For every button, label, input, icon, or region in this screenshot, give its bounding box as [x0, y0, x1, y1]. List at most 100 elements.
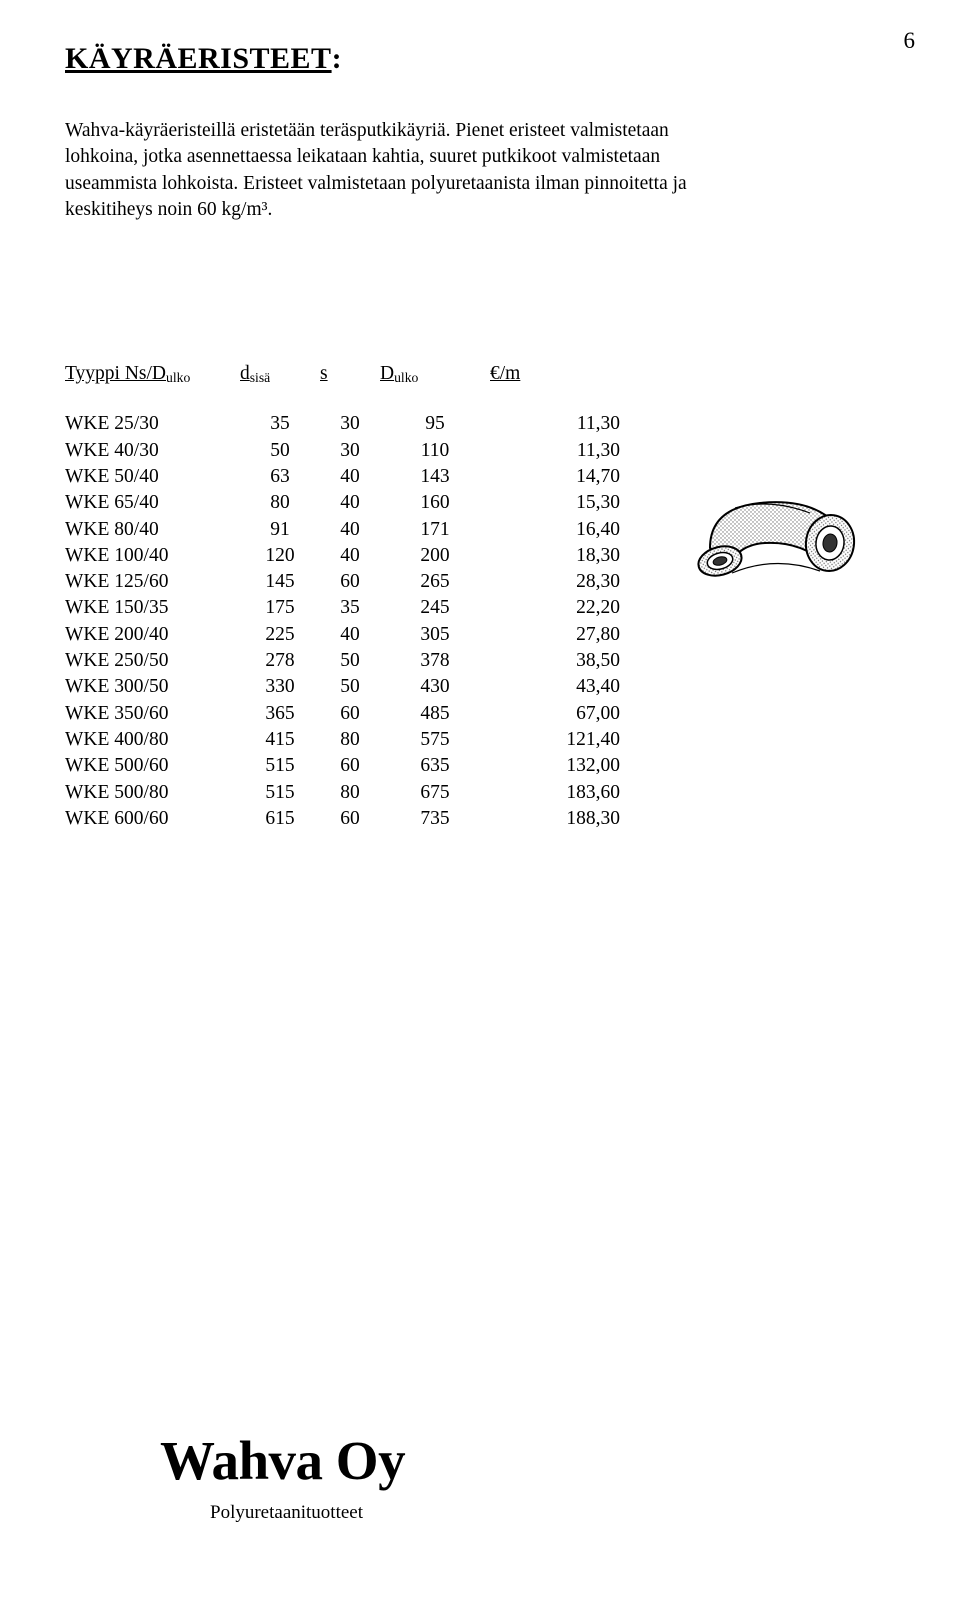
- footer: Wahva Oy Polyuretaanituotteet: [160, 1429, 405, 1524]
- cell-s: 40: [320, 464, 380, 490]
- cell-s: 80: [320, 780, 380, 806]
- cell-s: 40: [320, 490, 380, 516]
- cell-type: WKE 600/60: [65, 806, 240, 832]
- table-row: WKE 50/40634014314,70: [65, 464, 620, 490]
- cell-D: 430: [380, 674, 490, 700]
- cell-price: 16,40: [490, 517, 620, 543]
- cell-s: 60: [320, 569, 380, 595]
- cell-price: 43,40: [490, 674, 620, 700]
- cell-D: 675: [380, 780, 490, 806]
- cell-s: 50: [320, 648, 380, 674]
- cell-D: 200: [380, 543, 490, 569]
- cell-type: WKE 80/40: [65, 517, 240, 543]
- table-row: WKE 80/40914017116,40: [65, 517, 620, 543]
- cell-price: 18,30: [490, 543, 620, 569]
- cell-D: 171: [380, 517, 490, 543]
- cell-D: 378: [380, 648, 490, 674]
- cell-D: 575: [380, 727, 490, 753]
- table-row: WKE 100/401204020018,30: [65, 543, 620, 569]
- cell-s: 40: [320, 622, 380, 648]
- col-header-price: €/m: [490, 363, 620, 411]
- cell-price: 15,30: [490, 490, 620, 516]
- cell-type: WKE 125/60: [65, 569, 240, 595]
- cell-s: 40: [320, 543, 380, 569]
- cell-type: WKE 40/30: [65, 438, 240, 464]
- cell-d: 50: [240, 438, 320, 464]
- table-row: WKE 200/402254030527,80: [65, 622, 620, 648]
- table-row: WKE 300/503305043043,40: [65, 674, 620, 700]
- cell-s: 60: [320, 701, 380, 727]
- cell-d: 63: [240, 464, 320, 490]
- cell-price: 27,80: [490, 622, 620, 648]
- cell-d: 515: [240, 780, 320, 806]
- cell-d: 120: [240, 543, 320, 569]
- cell-D: 485: [380, 701, 490, 727]
- cell-s: 35: [320, 595, 380, 621]
- table-row: WKE 125/601456026528,30: [65, 569, 620, 595]
- intro-paragraph: Wahva-käyräeristeillä eristetään teräspu…: [65, 118, 705, 223]
- cell-type: WKE 400/80: [65, 727, 240, 753]
- cell-d: 175: [240, 595, 320, 621]
- cell-d: 365: [240, 701, 320, 727]
- cell-price: 188,30: [490, 806, 620, 832]
- cell-D: 735: [380, 806, 490, 832]
- cell-D: 143: [380, 464, 490, 490]
- page-title: KÄYRÄERISTEET:: [65, 42, 895, 76]
- cell-d: 35: [240, 411, 320, 437]
- elbow-insulation-icon: [680, 473, 865, 603]
- table-row: WKE 65/40804016015,30: [65, 490, 620, 516]
- cell-price: 183,60: [490, 780, 620, 806]
- cell-type: WKE 50/40: [65, 464, 240, 490]
- cell-D: 305: [380, 622, 490, 648]
- cell-d: 415: [240, 727, 320, 753]
- page-number: 6: [904, 28, 916, 54]
- cell-type: WKE 250/50: [65, 648, 240, 674]
- col-header-D-outer: Dulko: [380, 363, 490, 411]
- cell-d: 225: [240, 622, 320, 648]
- data-table-wrap: Tyyppi Ns/Dulko dsisä s Dulko €/m WKE 25…: [65, 363, 895, 832]
- cell-type: WKE 300/50: [65, 674, 240, 700]
- company-name: Wahva Oy: [160, 1429, 405, 1492]
- cell-s: 50: [320, 674, 380, 700]
- company-tagline: Polyuretaanituotteet: [210, 1502, 405, 1524]
- cell-s: 30: [320, 411, 380, 437]
- col-header-d: dsisä: [240, 363, 320, 411]
- cell-s: 80: [320, 727, 380, 753]
- cell-d: 91: [240, 517, 320, 543]
- col-header-type: Tyyppi Ns/Dulko: [65, 363, 240, 411]
- cell-s: 60: [320, 753, 380, 779]
- cell-s: 30: [320, 438, 380, 464]
- cell-D: 635: [380, 753, 490, 779]
- table-row: WKE 25/3035309511,30: [65, 411, 620, 437]
- title-text: KÄYRÄERISTEET: [65, 42, 332, 75]
- cell-d: 278: [240, 648, 320, 674]
- cell-price: 11,30: [490, 438, 620, 464]
- cell-price: 67,00: [490, 701, 620, 727]
- cell-D: 110: [380, 438, 490, 464]
- cell-D: 160: [380, 490, 490, 516]
- cell-D: 245: [380, 595, 490, 621]
- table-row: WKE 250/502785037838,50: [65, 648, 620, 674]
- cell-type: WKE 150/35: [65, 595, 240, 621]
- table-row: WKE 350/603656048567,00: [65, 701, 620, 727]
- cell-D: 265: [380, 569, 490, 595]
- table-row: WKE 600/6061560735188,30: [65, 806, 620, 832]
- cell-type: WKE 500/80: [65, 780, 240, 806]
- table-row: WKE 500/8051580675183,60: [65, 780, 620, 806]
- cell-type: WKE 100/40: [65, 543, 240, 569]
- cell-price: 14,70: [490, 464, 620, 490]
- col-header-s: s: [320, 363, 380, 411]
- cell-type: WKE 25/30: [65, 411, 240, 437]
- cell-price: 38,50: [490, 648, 620, 674]
- cell-type: WKE 500/60: [65, 753, 240, 779]
- cell-price: 22,20: [490, 595, 620, 621]
- cell-price: 132,00: [490, 753, 620, 779]
- cell-s: 40: [320, 517, 380, 543]
- data-table: Tyyppi Ns/Dulko dsisä s Dulko €/m WKE 25…: [65, 363, 620, 832]
- cell-type: WKE 350/60: [65, 701, 240, 727]
- cell-type: WKE 65/40: [65, 490, 240, 516]
- cell-d: 615: [240, 806, 320, 832]
- table-row: WKE 150/351753524522,20: [65, 595, 620, 621]
- cell-d: 145: [240, 569, 320, 595]
- cell-price: 11,30: [490, 411, 620, 437]
